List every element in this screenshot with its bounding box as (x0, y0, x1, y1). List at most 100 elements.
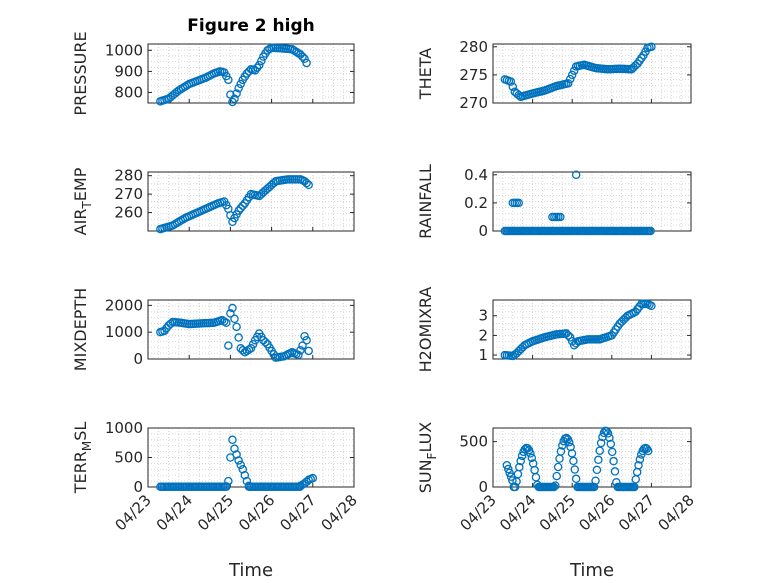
data-point (647, 42, 656, 52)
data-point (304, 180, 313, 190)
data-point (236, 460, 245, 470)
y-tick-label: 275 (459, 66, 488, 84)
data-point (527, 453, 537, 463)
data-point (228, 303, 237, 313)
data-point (300, 331, 309, 341)
data-point (234, 206, 243, 215)
data-point (556, 447, 566, 456)
y-tick-label: 260 (114, 204, 143, 222)
x-tick-label: 04/27 (615, 491, 658, 534)
data-point (238, 465, 248, 474)
axes-box (147, 299, 355, 360)
data-point (634, 461, 643, 470)
data-point (610, 467, 620, 476)
axes-box (492, 299, 692, 360)
y-tick-label: 280 (459, 38, 488, 56)
y-axis-label: TERRMSL (71, 422, 94, 495)
data-point (502, 460, 512, 470)
y-tick-label: 0 (133, 350, 143, 368)
data-point (254, 60, 264, 70)
data-point (646, 226, 655, 236)
data-point (240, 470, 250, 480)
data-point (553, 462, 563, 472)
panel-1: 270 275 280 THETA (416, 38, 692, 112)
data-point (631, 307, 640, 317)
data-point (595, 446, 604, 455)
data-point (174, 86, 184, 95)
x-tick-label: 04/24 (153, 491, 196, 534)
data-point (503, 464, 513, 474)
data-point (565, 333, 575, 342)
y-tick-label: 0 (133, 478, 143, 496)
data-point (248, 339, 258, 349)
data-point (566, 442, 575, 452)
data-point (244, 345, 254, 354)
data-point (565, 74, 575, 84)
y-tick-label: 1000 (105, 41, 143, 59)
data-point (250, 66, 260, 75)
data-point (510, 482, 520, 492)
data-point (230, 444, 239, 453)
data-point (563, 331, 573, 340)
data-point (635, 455, 645, 464)
y-tick-label: 1000 (105, 419, 143, 437)
data-point (296, 346, 305, 355)
data-point (302, 178, 311, 188)
data-point (234, 456, 243, 465)
data-point (178, 83, 188, 93)
axes-box (492, 43, 692, 104)
data-point (589, 482, 599, 492)
data-point (612, 478, 621, 487)
data-point (228, 435, 237, 445)
x-tick-label: 04/28 (655, 491, 698, 534)
data-point (230, 94, 239, 104)
data-point (609, 456, 618, 466)
data-point (234, 333, 243, 342)
data-point (252, 63, 262, 72)
y-tick-label: 270 (114, 185, 143, 203)
data-point (569, 456, 578, 466)
data-point (594, 455, 603, 465)
y-tick-label: 0.4 (464, 166, 488, 184)
y-axis-label: AIRTEMP (71, 167, 94, 235)
data-point (234, 84, 243, 93)
y-tick-label: 0 (478, 222, 488, 240)
data-point (506, 77, 516, 86)
data-point (304, 346, 313, 356)
data-point (302, 335, 311, 345)
data-point (238, 201, 248, 211)
y-axis-label: H2OMIXRA (416, 287, 435, 373)
data-point (302, 58, 311, 68)
data-point (596, 438, 606, 448)
panel-5: 1 23 H2OMIXRA (416, 287, 692, 373)
data-point (224, 341, 233, 350)
data-point (224, 75, 233, 85)
data-point (571, 474, 581, 484)
panel-4: 0 1000 2000 MIXDEPTH (71, 288, 355, 371)
data-point (222, 482, 231, 491)
data-point (176, 84, 186, 94)
data-point (261, 337, 270, 347)
data-point (633, 304, 642, 314)
data-point (300, 54, 309, 64)
y-tick-label: 270 (459, 94, 488, 112)
data-point (232, 450, 241, 459)
panel-3: 0 0.2 0.4 RAINFALL (416, 164, 692, 240)
panel-0: 800 900 1000 PRESSURE (71, 31, 355, 116)
data-point (226, 309, 235, 318)
x-tick-label: 04/25 (194, 491, 237, 534)
figure-title: Figure 2 high (187, 16, 315, 36)
data-point (298, 341, 307, 350)
data-point (556, 212, 565, 222)
x-tick-label: 04/23 (112, 491, 155, 534)
data-point (591, 476, 600, 485)
data-point (230, 314, 239, 324)
data-point (564, 438, 574, 447)
data-point (257, 56, 266, 66)
y-tick-label: 1 (478, 346, 488, 364)
data-point (571, 170, 581, 180)
data-point (592, 465, 602, 475)
